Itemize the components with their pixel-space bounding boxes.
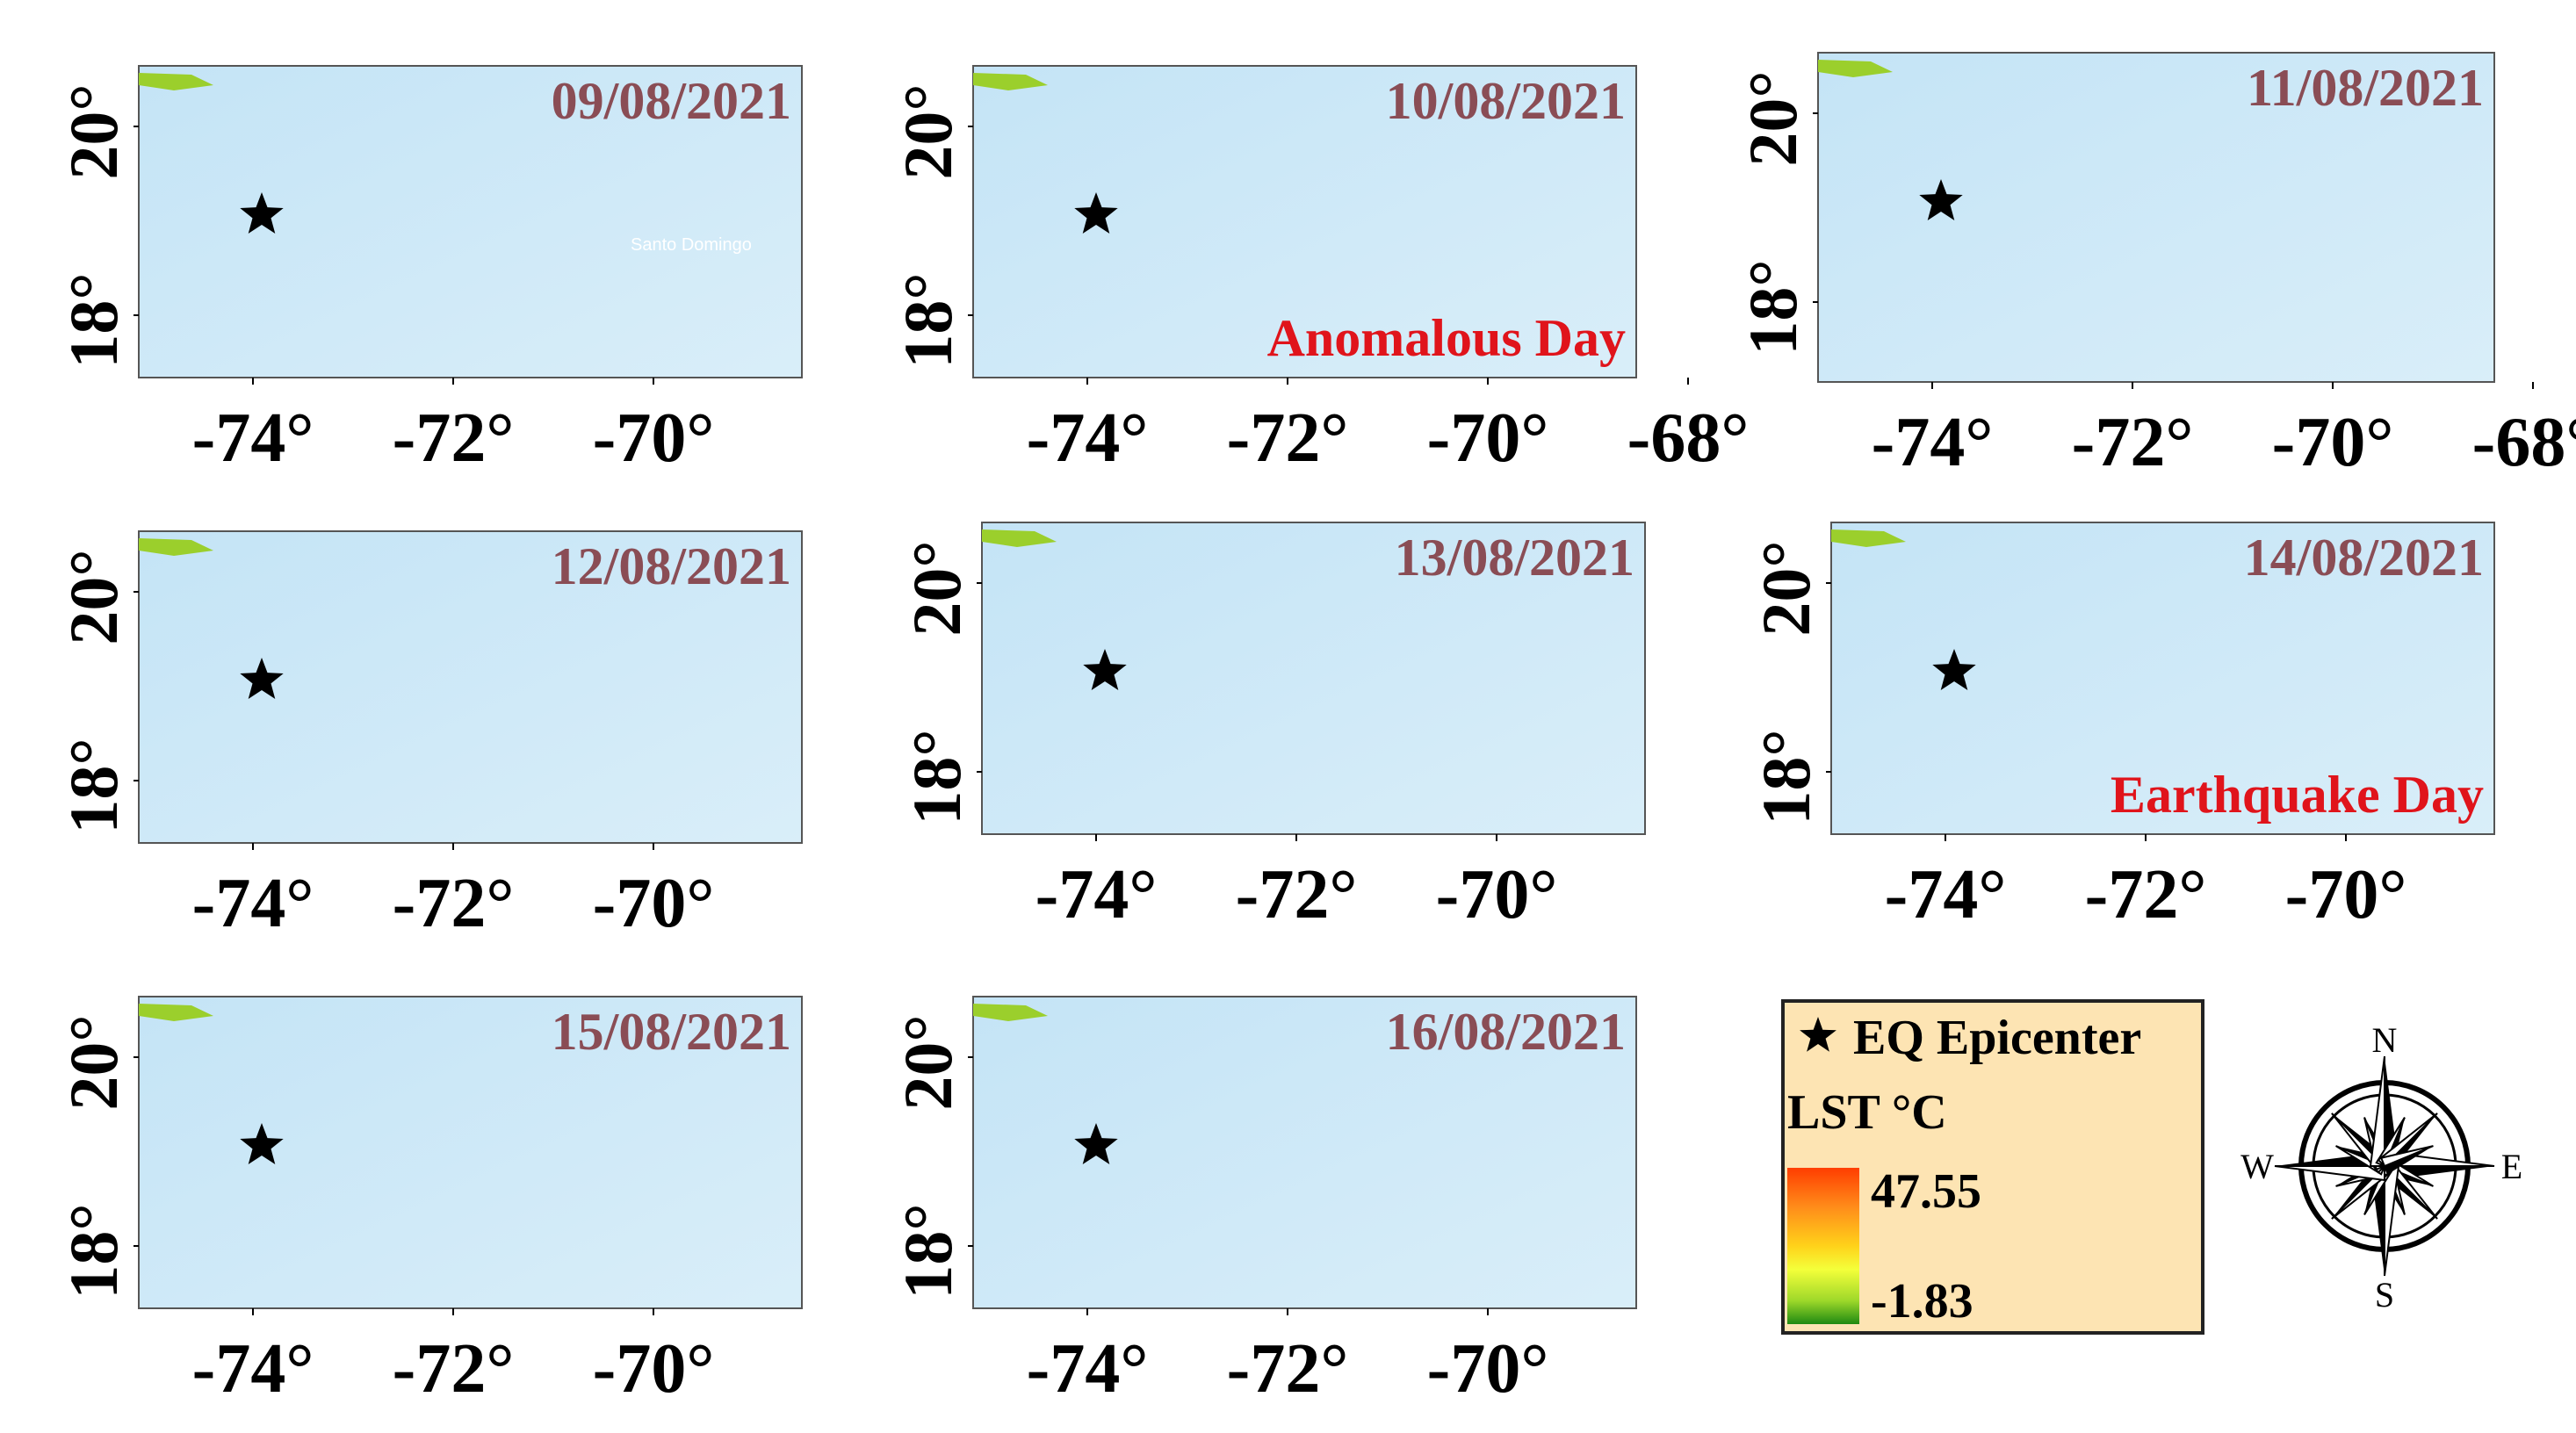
cuba-landmass [1818,60,1893,77]
map-frame [138,65,803,378]
cuba-landmass [982,529,1057,547]
y-tick-label: 20° [1735,70,1811,166]
x-tick-label: -70° [2272,404,2394,481]
epicenter-star-icon [1083,649,1127,690]
x-tick-label: -70° [2285,856,2407,933]
x-tick-label: -70° [593,400,715,477]
x-tick-label: -72° [2085,856,2207,933]
x-tick-label: -74° [1027,1330,1149,1408]
y-tick-label: 18° [55,1203,132,1299]
x-tick-label: -70° [593,865,715,942]
panel-note: Anomalous Day [1267,309,1626,367]
y-tick-label: 20° [1748,540,1824,636]
epicenter-star-icon [1074,192,1118,234]
x-tick-label: -72° [1227,1330,1349,1408]
compass-north-label: N [2372,1020,2398,1060]
y-tick-label: 20° [55,83,132,179]
y-tick-label: 18° [1748,729,1824,825]
x-tick-label: -70° [1436,856,1558,933]
compass-rose-icon [2274,1055,2495,1277]
y-tick-label: 20° [890,83,966,179]
y-tick-label: 18° [55,272,132,368]
x-tick-label: -68° [2472,404,2576,481]
map-panel: 10/08/2021 Anomalous Day 20° 18° -74° -72° -70… [890,65,1750,477]
x-tick-label: -74° [192,865,314,942]
y-tick-label: 18° [898,729,975,825]
y-tick-label: 20° [898,540,975,636]
legend: EQ Epicenter LST °C 47.55 -1.83 [1781,999,2204,1335]
epicenter-star-icon [240,658,284,699]
map-frame [981,522,1646,835]
y-tick-label: 18° [890,1203,966,1299]
map-panel: 12/08/2021 20° 18° -74° -72° -70° [55,530,803,942]
cuba-landmass [1831,529,1906,547]
map-panel: Santo Domingo 09/08/2021 20° 18° -74° -72° -70… [55,65,803,477]
x-tick-label: -74° [1872,404,1994,481]
legend-max-value: 47.55 [1871,1164,1981,1219]
panel-date: 11/08/2021 [2247,59,2484,117]
panel-date: 09/08/2021 [552,72,791,130]
epicenter-star-icon [1074,1123,1118,1164]
cuba-landmass [973,1004,1048,1021]
map-frame [1830,522,2495,835]
map-panel: 15/08/2021 20° 18° -74° -72° -70° [55,996,803,1408]
compass-west-label: W [2240,1147,2274,1186]
cuba-landmass [139,538,213,556]
x-tick-label: -68° [1627,400,1750,477]
x-tick-label: -74° [1035,856,1158,933]
map-frame [138,530,803,844]
panel-date: 16/08/2021 [1386,1003,1626,1061]
legend-color-ramp [1787,1168,1859,1324]
panel-date: 12/08/2021 [552,537,791,595]
legend-star-label: EQ Epicenter [1853,1011,2141,1065]
epicenter-star-icon [240,1123,284,1164]
y-tick-label: 18° [55,738,132,833]
legend-lst-title: LST °C [1787,1085,1947,1140]
panel-date: 14/08/2021 [2244,529,2484,587]
x-tick-label: -70° [1427,1330,1549,1408]
y-tick-label: 20° [890,1014,966,1110]
map-panel: 11/08/2021 20° 18° -74° -72° -70° -68° [1735,52,2576,481]
cuba-landmass [973,73,1048,90]
map-panel: 13/08/2021 20° 18° -74° -72° -70° [898,522,1646,933]
epicenter-star-icon [1919,179,1963,220]
y-tick-label: 20° [55,549,132,644]
x-tick-label: -72° [1227,400,1349,477]
epicenter-star-icon [1932,649,1976,690]
panel-date: 10/08/2021 [1386,72,1626,130]
legend-star-icon [1800,1017,1836,1052]
compass-east-label: E [2501,1147,2522,1186]
x-tick-label: -74° [1027,400,1149,477]
y-tick-label: 20° [55,1014,132,1110]
map-frame [972,996,1637,1309]
panel-note: Earthquake Day [2111,766,2484,824]
y-tick-label: 18° [1735,259,1811,355]
map-panel: 14/08/2021 Earthquake Day 20° 18° -74° -72° -7… [1748,522,2495,933]
x-tick-label: -74° [192,400,314,477]
x-tick-label: -72° [1236,856,1358,933]
x-tick-label: -70° [1427,400,1549,477]
y-tick-label: 18° [890,272,966,368]
x-tick-label: -72° [2072,404,2194,481]
compass-south-label: S [2375,1275,2394,1314]
cuba-landmass [139,1004,213,1021]
map-frame [972,65,1637,378]
panel-date: 13/08/2021 [1395,529,1634,587]
place-label: Santo Domingo [631,235,752,255]
x-tick-label: -74° [1885,856,2007,933]
legend-min-value: -1.83 [1871,1274,1973,1329]
map-frame [138,996,803,1309]
cuba-landmass [139,73,213,90]
x-tick-label: -72° [393,865,515,942]
x-tick-label: -74° [192,1330,314,1408]
epicenter-star-icon [240,192,284,234]
panel-date: 15/08/2021 [552,1003,791,1061]
x-tick-label: -72° [393,1330,515,1408]
x-tick-label: -70° [593,1330,715,1408]
map-panel: 16/08/2021 20° 18° -74° -72° -70° [890,996,1637,1408]
x-tick-label: -72° [393,400,515,477]
